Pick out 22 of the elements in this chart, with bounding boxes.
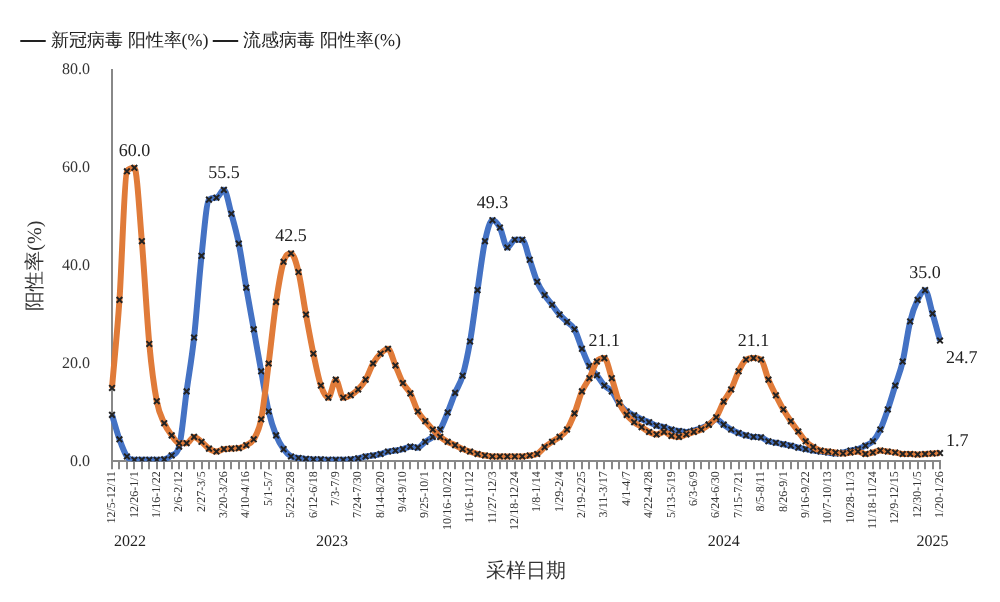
x-axis-title: 采样日期 bbox=[486, 559, 566, 584]
text: 2023 bbox=[316, 532, 349, 551]
y-tick-label: 0.0 bbox=[70, 451, 90, 470]
data-label: 24.7 bbox=[946, 347, 979, 368]
data-label: 21.1 bbox=[737, 329, 770, 350]
y-tick-label: 40.0 bbox=[62, 255, 90, 274]
y-axis-title: 阳性率(%) bbox=[23, 220, 48, 311]
y-tick-label: 80.0 bbox=[62, 60, 90, 79]
data-label: 55.5 bbox=[208, 161, 241, 182]
data-label: 35.0 bbox=[909, 261, 942, 282]
data-label: 60.0 bbox=[118, 139, 152, 160]
data-label: 49.3 bbox=[476, 191, 510, 212]
legend-label: 流感病毒 阳性率(%) bbox=[243, 29, 401, 50]
data-label: 21.1 bbox=[588, 329, 621, 350]
data-label: 42.5 bbox=[275, 225, 308, 246]
text: 2024 bbox=[707, 532, 740, 551]
y-tick-label: 20.0 bbox=[62, 353, 90, 372]
text: 2022 bbox=[114, 532, 146, 551]
data-label: 1.7 bbox=[946, 429, 970, 450]
text: 2025 bbox=[916, 532, 949, 551]
legend-label: 新冠病毒 阳性率(%) bbox=[51, 29, 209, 50]
y-tick-label: 60.0 bbox=[62, 158, 90, 177]
